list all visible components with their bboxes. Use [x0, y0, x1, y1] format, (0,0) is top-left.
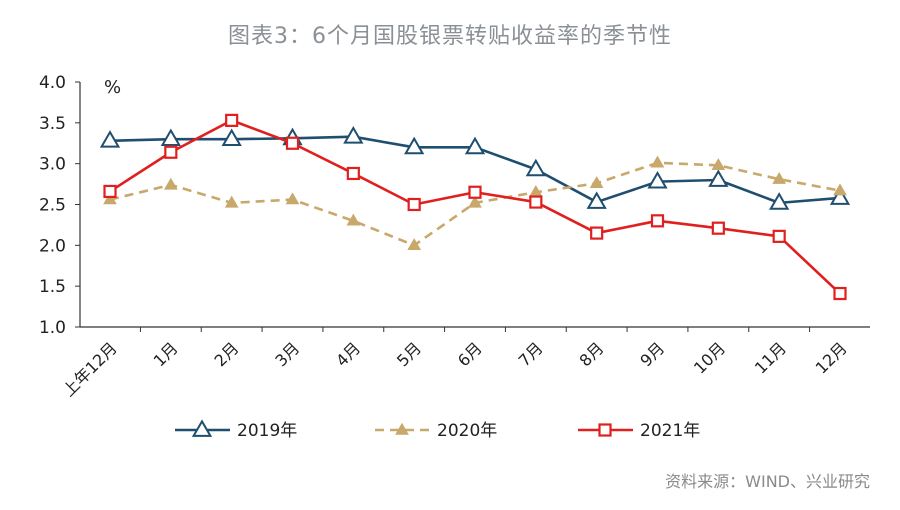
- x-tick-label: 5月: [393, 338, 425, 370]
- data-point-2021: [285, 136, 300, 150]
- data-point-2021: [711, 221, 725, 235]
- source-note: 资料来源：WIND、兴业研究: [665, 472, 870, 491]
- x-tick-label: 4月: [332, 338, 364, 370]
- x-tick-label: 1月: [150, 338, 182, 370]
- legend-marker-2020: [395, 422, 409, 435]
- y-tick-label: 3.5: [39, 114, 66, 134]
- data-point-2020: [833, 183, 847, 196]
- x-tick-label: 上年12月: [59, 338, 121, 400]
- data-point-2020: [650, 155, 665, 168]
- data-point-2019: [647, 170, 668, 189]
- data-point-2019: [769, 192, 790, 210]
- data-point-2019: [829, 187, 851, 205]
- y-tick-label: 1.0: [39, 318, 66, 338]
- y-unit-label: %: [104, 77, 121, 98]
- data-point-2019: [404, 136, 425, 155]
- data-point-2020: [346, 213, 361, 226]
- data-point-2019: [343, 126, 364, 144]
- x-tick-label: 3月: [271, 338, 303, 370]
- y-tick-label: 4.0: [39, 73, 66, 93]
- legend-label-2019: 2019年: [237, 421, 297, 441]
- data-point-2020: [285, 192, 300, 205]
- legend-label-2021: 2021年: [640, 421, 700, 441]
- data-point-2019: [586, 191, 607, 209]
- data-point-2020: [711, 158, 726, 170]
- data-point-2020: [163, 177, 178, 190]
- x-tick-label: 2月: [211, 338, 243, 370]
- x-tick-label: 7月: [515, 338, 547, 370]
- data-point-2021: [164, 145, 178, 159]
- chart-title: 图表3：6个月国股银票转贴收益率的季节性: [228, 24, 672, 49]
- data-point-2020: [224, 195, 239, 208]
- data-point-2020: [407, 238, 422, 251]
- data-point-2020: [772, 171, 787, 184]
- data-point-2019: [99, 130, 121, 148]
- data-point-2019: [525, 158, 546, 177]
- legend-label-2020: 2020年: [437, 421, 497, 441]
- data-point-2019: [221, 128, 242, 147]
- data-point-2021: [468, 185, 482, 199]
- x-tick-label: 8月: [576, 338, 608, 370]
- data-point-2021: [772, 229, 786, 243]
- data-point-2020: [103, 192, 117, 205]
- x-tick-label: 6月: [454, 338, 486, 370]
- data-point-2020: [589, 176, 604, 188]
- data-point-2021: [225, 113, 239, 127]
- y-tick-label: 3.0: [39, 155, 66, 175]
- data-point-2021: [529, 195, 543, 209]
- data-point-2019: [160, 128, 181, 147]
- legend-marker-2021: [598, 423, 612, 437]
- y-tick-label: 2.0: [39, 236, 66, 256]
- y-tick-label: 2.5: [39, 196, 66, 216]
- x-tick-label: 11月: [751, 338, 790, 377]
- x-tick-label: 9月: [636, 338, 668, 370]
- data-point-2021: [590, 226, 604, 240]
- data-point-2020: [468, 195, 482, 208]
- data-point-2021: [650, 214, 665, 228]
- data-point-2021: [407, 197, 421, 212]
- x-tick-label: 12月: [812, 338, 851, 377]
- legend-marker-2019: [191, 419, 213, 437]
- data-point-2021: [103, 184, 117, 199]
- data-point-2021: [346, 166, 360, 181]
- y-tick-label: 1.5: [39, 277, 66, 297]
- x-tick-label: 10月: [690, 338, 729, 377]
- data-point-2019: [708, 169, 729, 187]
- data-point-2021: [833, 286, 847, 301]
- data-point-2019: [464, 136, 486, 155]
